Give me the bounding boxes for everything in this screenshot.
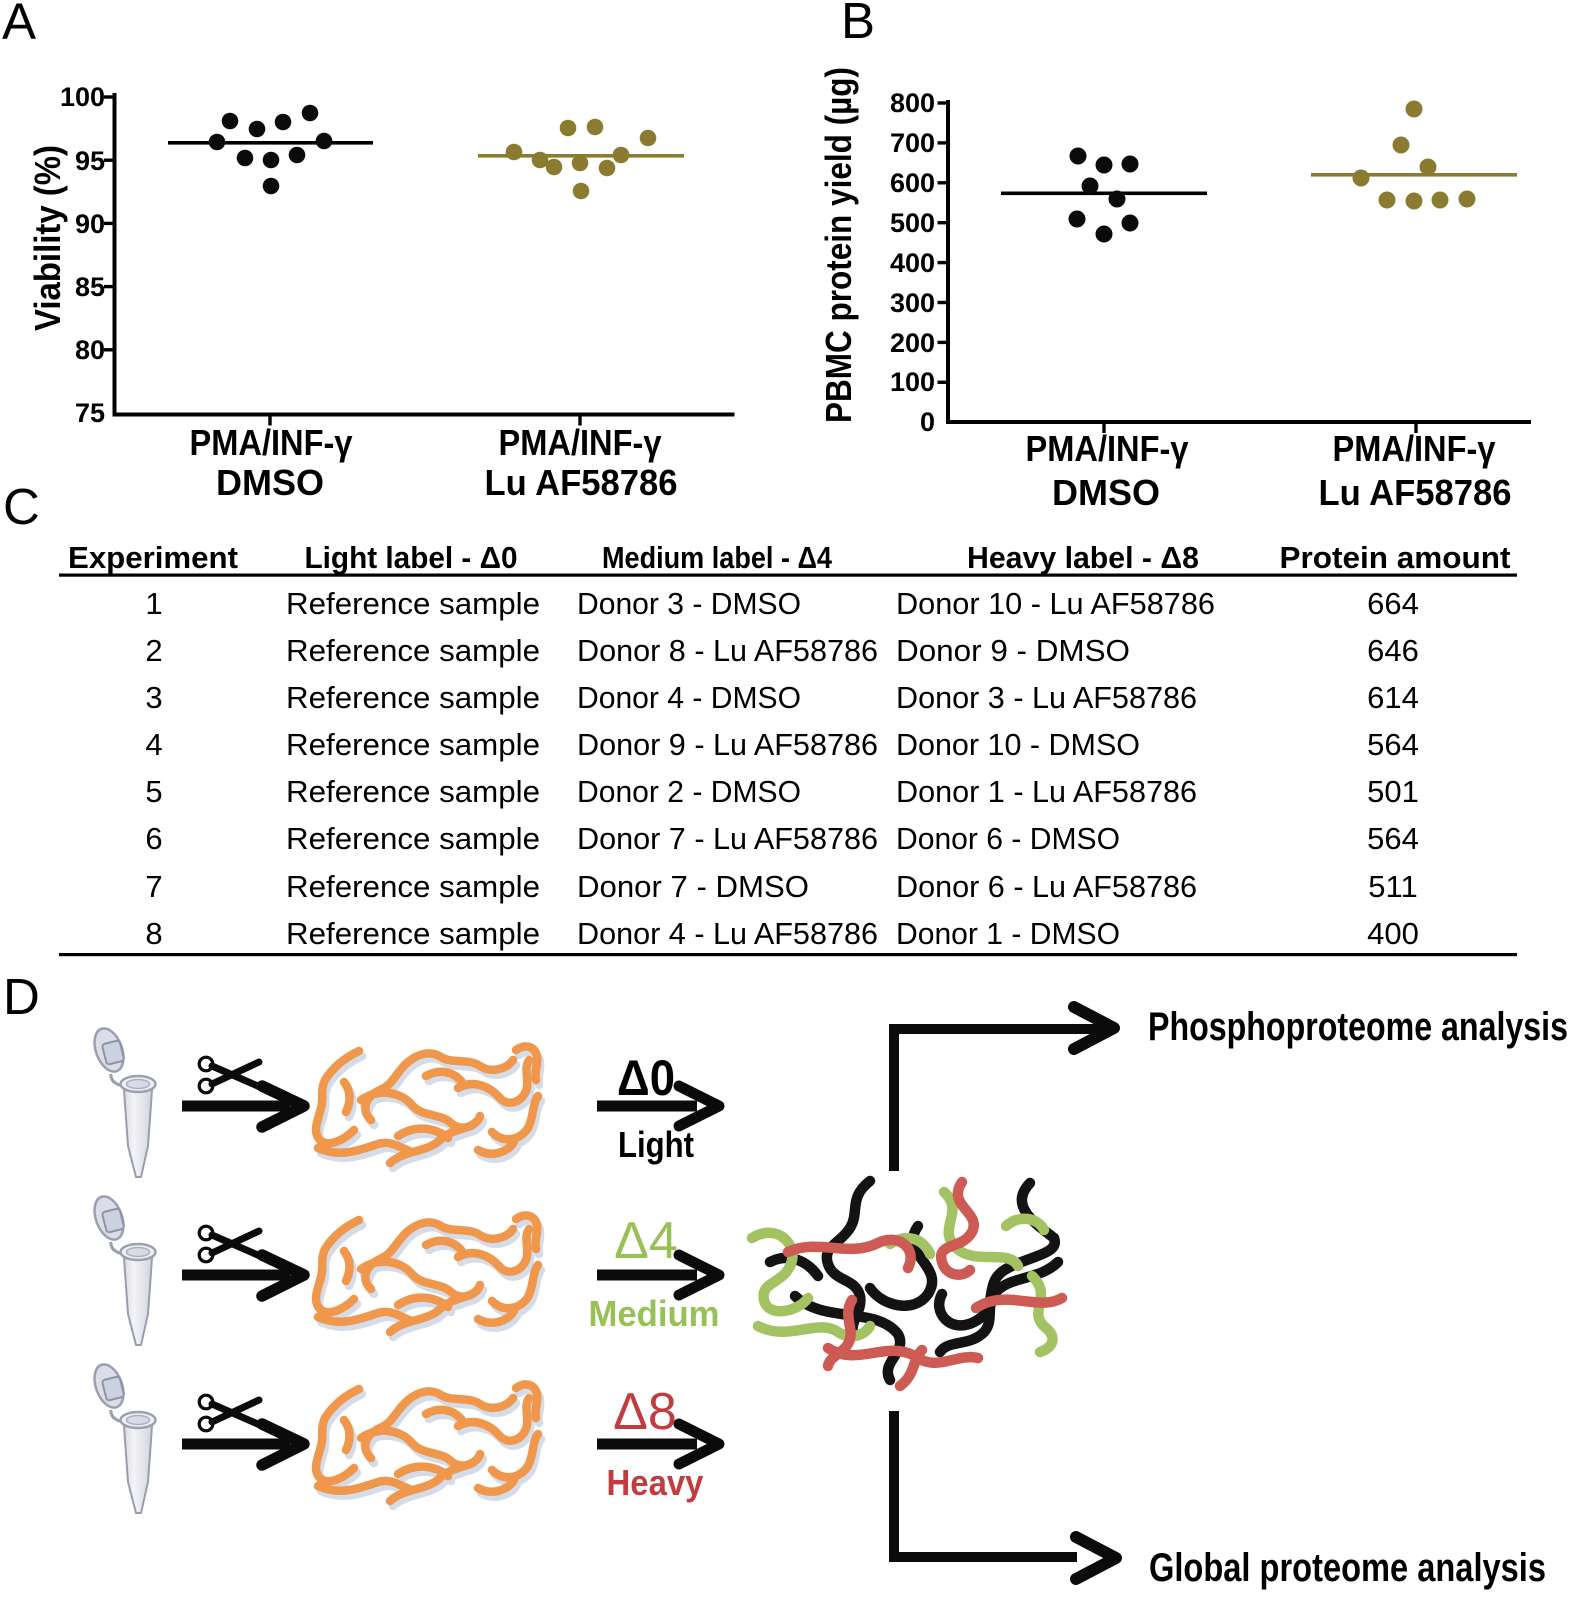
svg-text:501: 501 xyxy=(1367,774,1419,809)
svg-text:Global proteome analysis: Global proteome analysis xyxy=(1149,1546,1546,1590)
svg-text:Δ0: Δ0 xyxy=(617,1050,675,1106)
svg-text:Δ8: Δ8 xyxy=(613,1383,677,1441)
svg-text:Reference sample: Reference sample xyxy=(286,869,540,904)
svg-text:Donor 2 - DMSO: Donor 2 - DMSO xyxy=(577,774,801,809)
svg-text:300: 300 xyxy=(890,288,935,318)
svg-text:B: B xyxy=(841,0,875,49)
svg-text:Light label - Δ0: Light label - Δ0 xyxy=(305,540,518,575)
svg-text:Donor 8 - Lu AF58786: Donor 8 - Lu AF58786 xyxy=(577,633,878,668)
svg-text:Donor 1 - Lu AF58786: Donor 1 - Lu AF58786 xyxy=(896,774,1197,809)
svg-text:Reference sample: Reference sample xyxy=(286,680,540,715)
svg-text:Experiment: Experiment xyxy=(68,540,238,575)
svg-text:Viability (%): Viability (%) xyxy=(27,145,68,331)
svg-text:Donor 7 - DMSO: Donor 7 - DMSO xyxy=(577,869,809,904)
svg-text:Donor 6 - DMSO: Donor 6 - DMSO xyxy=(896,821,1120,856)
svg-text:80: 80 xyxy=(75,335,105,365)
svg-text:2: 2 xyxy=(145,633,162,668)
svg-text:Reference sample: Reference sample xyxy=(286,727,540,762)
svg-text:Lu AF58786: Lu AF58786 xyxy=(485,462,678,503)
svg-text:1: 1 xyxy=(145,586,162,621)
svg-text:6: 6 xyxy=(145,821,162,856)
svg-text:Donor 7 - Lu AF58786: Donor 7 - Lu AF58786 xyxy=(577,821,878,856)
svg-text:664: 664 xyxy=(1367,586,1419,621)
svg-text:PMA/INF-γ: PMA/INF-γ xyxy=(1333,428,1496,469)
svg-text:500: 500 xyxy=(890,208,935,238)
svg-text:Phosphoproteome analysis: Phosphoproteome analysis xyxy=(1148,1005,1568,1049)
svg-text:Donor 9 - Lu AF58786: Donor 9 - Lu AF58786 xyxy=(577,727,878,762)
svg-text:Donor 3 - Lu AF58786: Donor 3 - Lu AF58786 xyxy=(896,680,1197,715)
svg-text:646: 646 xyxy=(1367,633,1419,668)
svg-text:Donor 3 - DMSO: Donor 3 - DMSO xyxy=(577,586,801,621)
svg-text:100: 100 xyxy=(60,82,105,112)
svg-text:PBMC protein yield (µg): PBMC protein yield (µg) xyxy=(818,67,859,423)
svg-text:Medium: Medium xyxy=(589,1293,720,1334)
svg-text:85: 85 xyxy=(75,272,105,302)
svg-text:4: 4 xyxy=(145,727,162,762)
svg-text:100: 100 xyxy=(890,367,935,397)
svg-text:800: 800 xyxy=(890,88,935,118)
svg-text:Donor 4 - DMSO: Donor 4 - DMSO xyxy=(577,680,801,715)
svg-text:95: 95 xyxy=(75,146,105,176)
svg-text:Donor 9 - DMSO: Donor 9 - DMSO xyxy=(896,633,1130,668)
svg-text:Donor 6 - Lu AF58786: Donor 6 - Lu AF58786 xyxy=(896,869,1197,904)
svg-text:700: 700 xyxy=(890,128,935,158)
svg-text:D: D xyxy=(3,968,40,1025)
svg-text:400: 400 xyxy=(890,248,935,278)
svg-text:3: 3 xyxy=(145,680,162,715)
svg-text:600: 600 xyxy=(890,168,935,198)
svg-text:Reference sample: Reference sample xyxy=(286,774,540,809)
svg-text:Donor 10 - Lu AF58786: Donor 10 - Lu AF58786 xyxy=(896,586,1215,621)
svg-text:Donor 4 - Lu AF58786: Donor 4 - Lu AF58786 xyxy=(577,916,878,951)
svg-text:DMSO: DMSO xyxy=(1052,472,1160,513)
svg-text:C: C xyxy=(3,478,40,535)
svg-text:564: 564 xyxy=(1367,821,1419,856)
svg-text:7: 7 xyxy=(145,869,162,904)
svg-text:Reference sample: Reference sample xyxy=(286,633,540,668)
svg-text:Reference sample: Reference sample xyxy=(286,916,540,951)
svg-text:564: 564 xyxy=(1367,727,1419,762)
svg-text:5: 5 xyxy=(145,774,162,809)
svg-text:614: 614 xyxy=(1367,680,1419,715)
svg-text:A: A xyxy=(2,0,36,50)
svg-text:Reference sample: Reference sample xyxy=(286,586,540,621)
svg-text:PMA/INF-γ: PMA/INF-γ xyxy=(499,422,662,463)
svg-text:Medium label - Δ4: Medium label - Δ4 xyxy=(602,540,833,575)
svg-text:Reference sample: Reference sample xyxy=(286,821,540,856)
svg-text:Δ4: Δ4 xyxy=(614,1212,678,1270)
svg-text:Heavy label - Δ8: Heavy label - Δ8 xyxy=(967,540,1199,575)
svg-text:0: 0 xyxy=(920,407,935,437)
svg-text:PMA/INF-γ: PMA/INF-γ xyxy=(190,422,353,463)
svg-text:DMSO: DMSO xyxy=(216,462,324,503)
svg-text:75: 75 xyxy=(75,398,105,428)
svg-text:Protein amount: Protein amount xyxy=(1280,540,1511,575)
svg-text:511: 511 xyxy=(1368,869,1417,904)
svg-text:Donor 1 - DMSO: Donor 1 - DMSO xyxy=(896,916,1120,951)
svg-text:90: 90 xyxy=(75,209,105,239)
svg-text:400: 400 xyxy=(1367,916,1419,951)
svg-text:PMA/INF-γ: PMA/INF-γ xyxy=(1026,428,1189,469)
svg-text:8: 8 xyxy=(145,916,162,951)
svg-text:200: 200 xyxy=(890,328,935,358)
svg-text:Lu AF58786: Lu AF58786 xyxy=(1319,472,1512,513)
svg-text:Light: Light xyxy=(618,1124,694,1165)
svg-text:Heavy: Heavy xyxy=(607,1462,704,1503)
svg-text:Donor 10 - DMSO: Donor 10 - DMSO xyxy=(896,727,1140,762)
